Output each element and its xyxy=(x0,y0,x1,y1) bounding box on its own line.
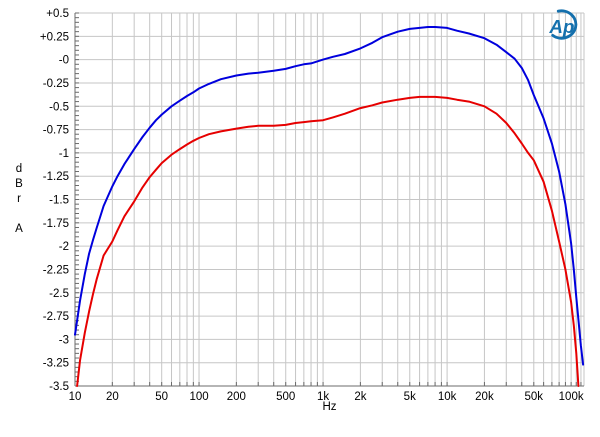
y-tick-label: -2.25 xyxy=(43,264,69,276)
x-tick-label: 20k xyxy=(475,391,494,403)
x-tick-label: 100k xyxy=(559,391,584,403)
y-tick-label: +0.25 xyxy=(40,31,69,43)
ap-logo-icon: Ap xyxy=(548,9,578,40)
y-axis-label-letter: d xyxy=(15,163,23,175)
y-tick-label: -3.25 xyxy=(43,358,69,370)
x-tick-label: 200 xyxy=(227,391,246,403)
y-axis-label-letter: r xyxy=(17,193,21,205)
y-tick-label: -2 xyxy=(59,241,69,253)
y-axis-label-letter xyxy=(9,207,29,222)
red-trace xyxy=(76,95,580,387)
x-tick-label: 20 xyxy=(106,391,119,403)
x-tick-label: 1k xyxy=(317,391,329,403)
svg-text:Ap: Ap xyxy=(548,16,574,37)
y-tick-label: -1.75 xyxy=(43,218,69,230)
x-tick-label: 10 xyxy=(69,391,82,403)
y-tick-label: -1.25 xyxy=(43,171,69,183)
x-tick-label: 500 xyxy=(276,391,295,403)
y-tick-label: -3 xyxy=(59,334,69,346)
y-tick-label: -3.5 xyxy=(49,381,69,393)
y-tick-label: -0 xyxy=(59,55,69,67)
x-axis-label: Hz xyxy=(322,401,337,413)
y-tick-label: -1.5 xyxy=(49,195,69,207)
y-tick-label: -2.5 xyxy=(49,288,69,300)
x-tick-label: 5k xyxy=(404,391,416,403)
x-tick-label: 10k xyxy=(438,391,457,403)
y-axis-label-letter: B xyxy=(15,178,23,190)
blue-trace xyxy=(74,26,585,366)
y-tick-label: -1 xyxy=(59,148,69,160)
x-tick-label: 100 xyxy=(189,391,208,403)
x-tick-label: 50 xyxy=(155,391,168,403)
y-tick-label: -2.75 xyxy=(43,311,69,323)
y-tick-label: -0.75 xyxy=(43,125,69,137)
y-tick-label: -0.25 xyxy=(43,78,69,90)
x-tick-label: 2k xyxy=(354,391,366,403)
x-tick-label: 50k xyxy=(525,391,544,403)
audio-precision-logo: Ap xyxy=(545,7,587,45)
y-tick-label: +0.5 xyxy=(46,8,69,20)
y-axis-label-letter: A xyxy=(15,223,23,235)
y-tick-label: -0.5 xyxy=(49,101,69,113)
